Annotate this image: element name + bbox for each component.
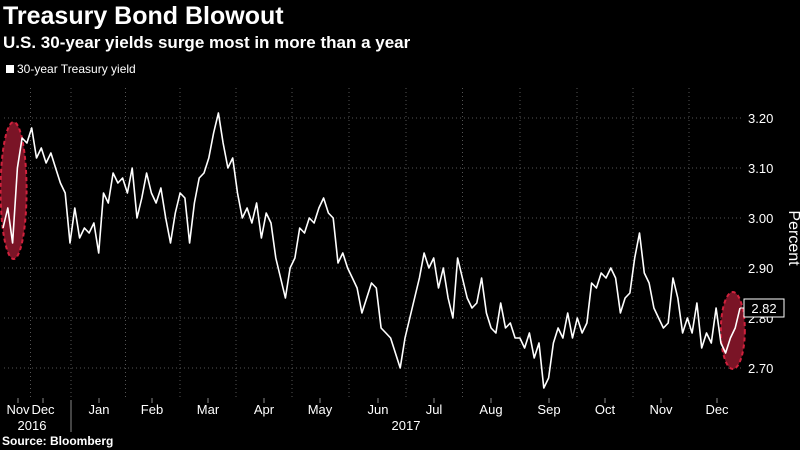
legend-label: 30-year Treasury yield <box>17 62 136 76</box>
series-line <box>2 112 741 389</box>
year-label: 2017 <box>392 418 421 433</box>
x-tick-label: Jul <box>426 402 443 417</box>
x-tick-label: Nov <box>649 402 673 417</box>
highlights <box>0 121 746 370</box>
y-axis-ticks: 2.702.802.903.003.103.20 <box>748 111 773 376</box>
y-axis-label: Percent <box>785 210 800 266</box>
x-tick-label: Nov <box>6 402 30 417</box>
x-tick-label: Sep <box>537 402 560 417</box>
legend: 30-year Treasury yield <box>6 62 136 76</box>
x-axis-ticks: Nov Dec Jan Feb Mar Apr May Jun Jul Aug Sep Oct Nov D… <box>6 398 729 433</box>
highlight-ellipse-start <box>0 121 28 260</box>
gridlines <box>4 88 742 398</box>
x-tick-label: Jan <box>89 402 110 417</box>
x-tick-label: Aug <box>479 402 502 417</box>
x-tick-label: Dec <box>705 402 729 417</box>
y-tick-label: 2.90 <box>748 261 773 276</box>
x-tick-label: May <box>308 402 333 417</box>
y-tick-label: 2.70 <box>748 361 773 376</box>
y-tick-label: 3.20 <box>748 111 773 126</box>
x-tick-label: Apr <box>254 402 275 417</box>
highlight-ellipse-end <box>719 291 746 370</box>
series <box>2 112 744 389</box>
y-tick-label: 3.10 <box>748 161 773 176</box>
last-value-marker: 2.82 <box>743 298 785 318</box>
last-value-box <box>743 298 785 318</box>
source-note: Source: Bloomberg <box>2 434 114 448</box>
last-value-label: 2.82 <box>751 301 776 316</box>
legend-swatch <box>6 65 14 73</box>
year-label: 2016 <box>18 418 47 433</box>
x-tick-label: Oct <box>595 402 616 417</box>
chart-subtitle: U.S. 30-year yields surge most in more t… <box>3 33 411 52</box>
x-tick-label: Feb <box>141 402 163 417</box>
x-tick-label: Mar <box>197 402 220 417</box>
y-tick-label: 3.00 <box>748 211 773 226</box>
x-tick-label: Dec <box>31 402 55 417</box>
x-tick-label: Jun <box>368 402 389 417</box>
chart-title: Treasury Bond Blowout <box>3 2 284 30</box>
